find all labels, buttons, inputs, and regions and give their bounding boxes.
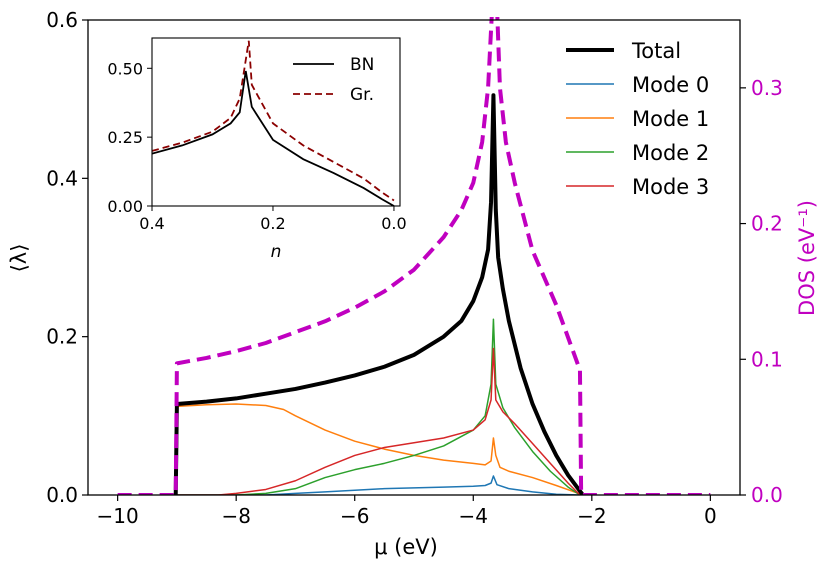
y-tick-label: 0.6	[46, 8, 78, 32]
main-plot-frame	[87, 19, 741, 496]
y-right-tick-label: 0.1	[751, 347, 783, 371]
x-axis-label: μ (eV)	[374, 535, 438, 559]
inset-legend-label: Gr.	[350, 85, 374, 105]
x-tick-label: −8	[221, 504, 250, 528]
y-tick-label: 0.4	[46, 166, 78, 190]
y-axis-right-label: DOS (eV⁻¹)	[795, 200, 819, 316]
y-tick-label: 0.0	[46, 483, 78, 507]
inset-y-tick-label: 0.25	[107, 128, 143, 147]
series-line-mode-3	[176, 347, 581, 495]
x-tick-label: 0	[704, 504, 717, 528]
inset-x-tick-label: 0.4	[139, 214, 164, 233]
legend-label: Total	[631, 39, 681, 63]
inset-legend: BN Gr.	[293, 55, 374, 105]
series-line-mode-2	[176, 318, 581, 495]
series-line-mode-1	[174, 403, 584, 495]
inset-background	[152, 38, 400, 206]
inset-legend-label: BN	[350, 55, 374, 75]
inset-x-tick-label: 0.2	[260, 214, 285, 233]
series-line-total	[173, 93, 585, 495]
x-tick-label: −4	[459, 504, 488, 528]
inset-y-tick-label: 0.00	[107, 197, 143, 216]
series-line-dos	[117, 17, 711, 495]
series-line-mode-0	[176, 475, 580, 495]
x-tick-label: −2	[577, 504, 606, 528]
inset-plot-frame	[151, 37, 401, 207]
main-legend: Total Mode 0 Mode 1 Mode 2 Mode 3	[566, 39, 709, 199]
y-right-tick-label: 0.3	[751, 76, 783, 100]
legend-label: Mode 2	[632, 141, 709, 165]
inset-x-axis-label: n	[271, 242, 282, 262]
y-right-tick-label: 0.0	[751, 483, 783, 507]
inset-series-line-bn	[152, 70, 395, 206]
x-tick-label: −10	[97, 504, 139, 528]
x-tick-label: −6	[340, 504, 369, 528]
inset-y-tick-label: 0.50	[107, 59, 143, 78]
inset-series-line-gr	[152, 40, 395, 202]
legend-label: Mode 3	[632, 175, 709, 199]
y-right-tick-label: 0.2	[751, 212, 783, 236]
y-tick-label: 0.2	[46, 325, 78, 349]
legend-label: Mode 0	[632, 73, 709, 97]
legend-label: Mode 1	[632, 107, 709, 131]
y-axis-label: ⟨λ⟩	[7, 244, 31, 273]
inset-x-tick-label: 0.0	[381, 214, 406, 233]
